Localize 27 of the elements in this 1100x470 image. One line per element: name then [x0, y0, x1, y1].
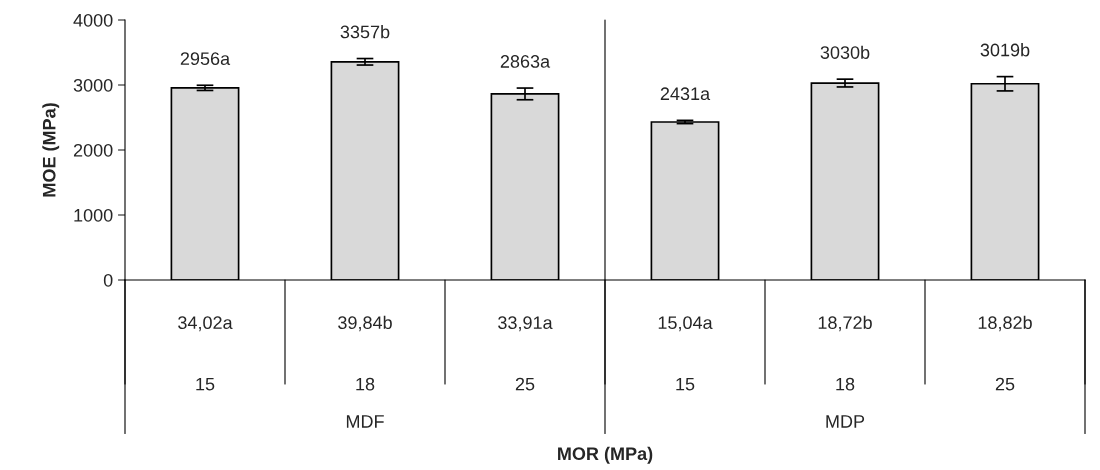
y-tick-label: 4000: [73, 13, 113, 27]
data-label: 2956a: [180, 52, 231, 66]
text: 15,04a: [658, 316, 713, 332]
y-tick-label: 0: [103, 273, 113, 287]
data-label: 3019b: [980, 43, 1030, 57]
x-tick-label: 15: [196, 377, 215, 391]
y-tick-label: 1000: [74, 208, 113, 222]
data-label: 2431a: [660, 87, 711, 101]
text: MDP: [826, 415, 865, 428]
x-tick-label: 25: [515, 377, 535, 391]
data-label: 3357b: [340, 25, 390, 39]
text: 39,84b: [338, 315, 392, 332]
text: MDF: [346, 415, 384, 428]
y-tick-label: 2000: [73, 143, 113, 157]
data-label: 3030b: [820, 45, 870, 59]
y-axis-title: MOE (MPa): [42, 103, 60, 197]
text: 18,72b: [818, 315, 872, 332]
y-tick-label: 3000: [73, 78, 113, 92]
data-label: 2863a: [500, 55, 551, 68]
text: 34,02a: [178, 316, 233, 332]
text: 33,91a: [498, 316, 553, 332]
x-tick-label: 18: [356, 377, 375, 391]
text: 18,82b: [978, 315, 1032, 332]
x-tick-label: 25: [995, 377, 1015, 391]
x-tick-label: 15: [676, 377, 695, 391]
x-axis-title: MOR (MPa): [558, 446, 653, 464]
x-tick-label: 18: [836, 377, 855, 391]
